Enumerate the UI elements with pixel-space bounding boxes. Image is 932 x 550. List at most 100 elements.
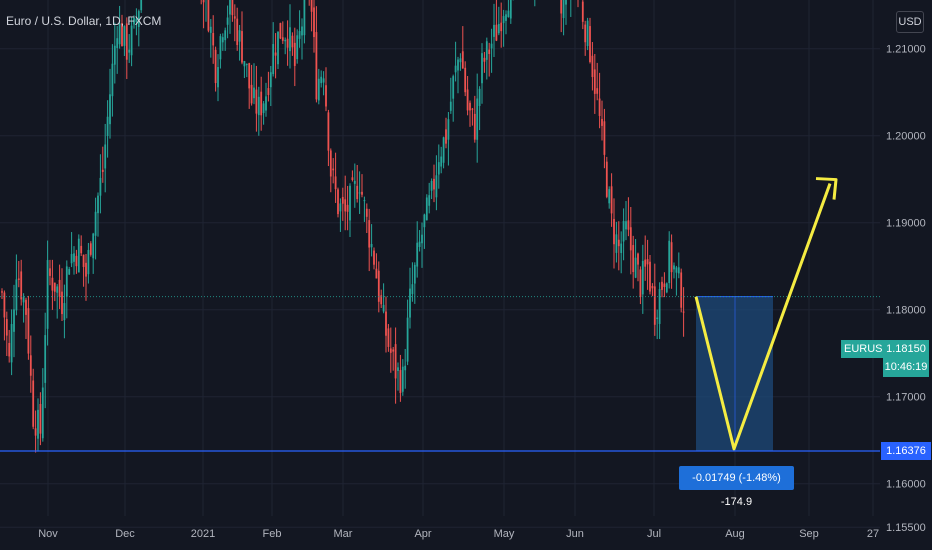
candle-body: [327, 112, 330, 151]
candle-body: [49, 268, 51, 276]
time-axis-tick: Nov: [38, 528, 58, 540]
candle-body: [339, 203, 342, 212]
candle-body: [634, 257, 637, 278]
candle-body: [656, 317, 659, 320]
candle-body: [461, 51, 464, 69]
candle-body: [658, 289, 661, 324]
candle-body: [260, 91, 263, 116]
candle-body: [289, 27, 291, 52]
drawing-overlays: [0, 177, 880, 452]
candle-body: [262, 103, 265, 114]
candle-body: [454, 65, 457, 73]
candle-body: [53, 282, 56, 292]
candle-body: [322, 78, 325, 83]
candle-body: [663, 283, 666, 287]
candle-body: [87, 249, 90, 275]
candle-body: [505, 14, 507, 21]
candle-body: [404, 365, 407, 371]
currency-button[interactable]: USD: [896, 11, 924, 33]
candle-body: [44, 335, 47, 383]
bar-countdown: 10:46:19: [884, 361, 928, 373]
arrow-head-icon: [815, 177, 838, 200]
candle-body: [118, 23, 121, 45]
price-axis-tick: 1.18000: [886, 305, 926, 317]
candle-body: [601, 118, 603, 126]
candle-body: [101, 169, 104, 172]
candle-body: [92, 233, 95, 259]
candle-body: [425, 197, 428, 221]
candle-body: [589, 26, 591, 62]
candle-body: [632, 245, 635, 272]
candle-body: [113, 45, 116, 65]
candle-body: [625, 221, 627, 230]
candle-body: [423, 214, 426, 228]
price-axis-tick: 1.20000: [886, 131, 926, 143]
candle-body: [41, 387, 44, 439]
candle-body: [365, 208, 368, 217]
chart-title: Euro / U.S. Dollar, 1D, FXCM: [6, 14, 162, 28]
price-axis-tick: 1.19000: [886, 218, 926, 230]
candle-body: [562, 0, 565, 19]
candle-body: [123, 26, 126, 46]
candle-body: [449, 101, 452, 111]
candle-body: [399, 370, 402, 393]
candle-body: [214, 49, 217, 84]
candle-body: [493, 24, 495, 37]
candle-body: [10, 324, 13, 363]
candle-body: [5, 319, 8, 336]
candle-body: [459, 58, 462, 63]
candle-body: [389, 348, 392, 353]
candle-body: [284, 39, 287, 42]
candle-body: [269, 72, 272, 88]
candle-body: [488, 49, 491, 54]
candle-body: [267, 88, 270, 95]
candle-body: [209, 26, 212, 33]
candle-body: [651, 286, 654, 289]
candle-body: [380, 295, 383, 305]
candle-body: [25, 299, 27, 315]
candle-body: [620, 243, 623, 254]
candle-body: [586, 20, 589, 46]
candle-body: [358, 192, 361, 194]
candle-body: [433, 178, 435, 190]
candle-body: [77, 238, 80, 273]
candle-body: [125, 23, 128, 60]
candle-body: [281, 37, 284, 41]
candle-body: [418, 241, 421, 248]
candle-body: [397, 367, 399, 371]
candle-body: [644, 259, 647, 267]
candle-body: [627, 220, 630, 230]
candle-body: [500, 22, 503, 32]
candle-body: [413, 264, 416, 284]
candle-body: [51, 277, 54, 291]
candle-body: [483, 57, 486, 62]
candle-body: [622, 220, 625, 242]
candle-body: [135, 18, 138, 22]
candle-body: [58, 279, 61, 297]
candle-body: [409, 288, 411, 318]
candle-body: [560, 0, 563, 14]
candle-body: [478, 88, 481, 107]
candle-body: [248, 63, 251, 89]
candle-body: [363, 200, 366, 202]
candle-body: [435, 175, 438, 198]
candle-body: [394, 344, 397, 379]
candle-body: [677, 267, 680, 274]
candle-body: [329, 150, 332, 177]
candle-body: [361, 191, 363, 195]
candle-body: [243, 60, 246, 67]
candle-body: [212, 32, 215, 46]
candle-body: [349, 185, 351, 221]
candle-body: [99, 177, 102, 196]
candle-body: [106, 116, 109, 136]
time-axis-tick: 2021: [191, 528, 215, 540]
time-axis-tick: Jul: [647, 528, 661, 540]
candle-body: [565, 0, 567, 5]
candle-body: [485, 41, 488, 60]
candle-body: [502, 16, 505, 24]
candle-body: [133, 17, 135, 25]
candle-body: [416, 242, 419, 267]
candle-body: [617, 239, 620, 247]
